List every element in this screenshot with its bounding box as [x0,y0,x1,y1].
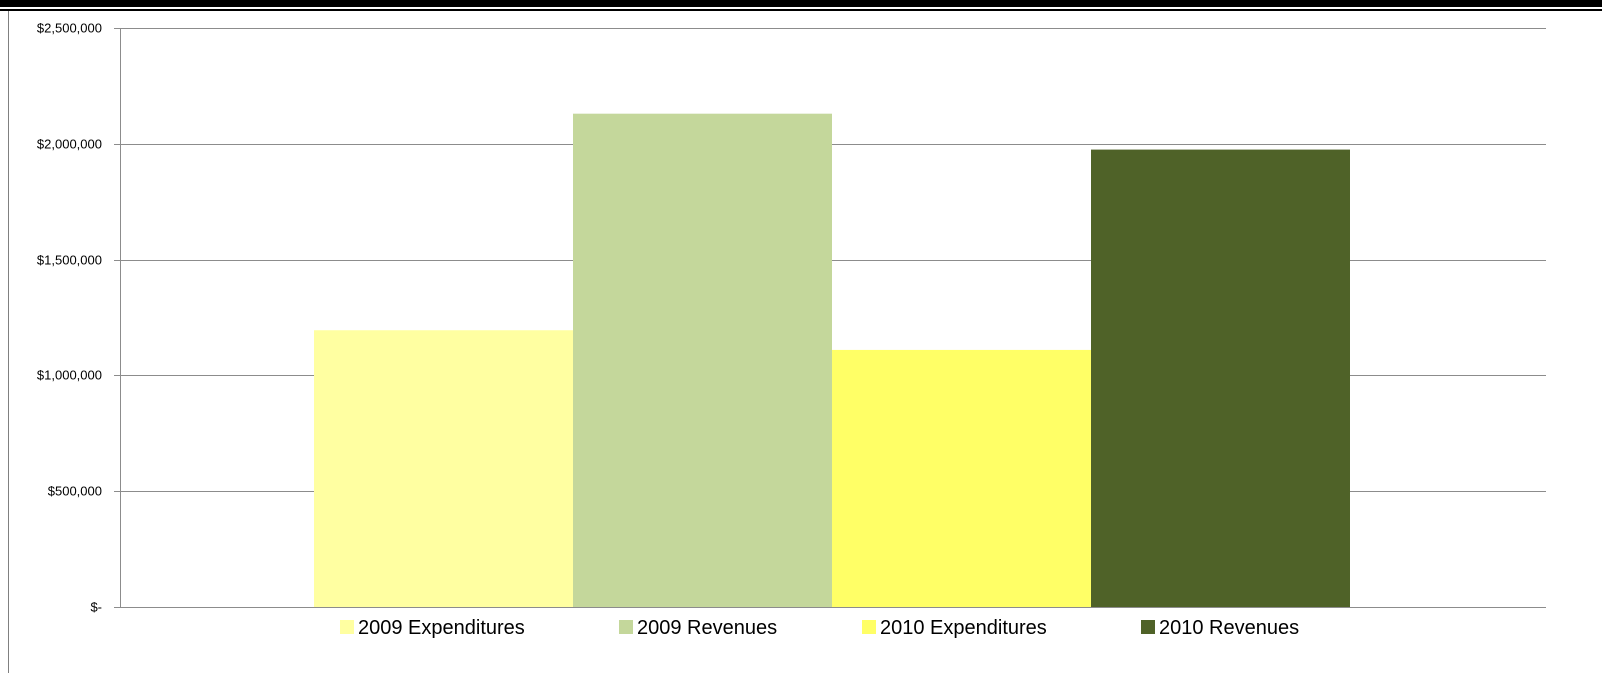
legend-label: 2010 Expenditures [880,617,1047,639]
legend-item-2009-revenues: 2009 Revenues [619,617,777,639]
legend-swatch [340,620,354,634]
bar-2009-revenues [573,113,832,607]
y-tick-label: $- [90,600,102,615]
y-tick-label: $2,500,000 [37,21,102,36]
legend-item-2009-expenditures: 2009 Expenditures [340,617,525,639]
y-tick-label: $1,500,000 [37,253,102,268]
bar-2010-expenditures [832,349,1091,607]
legend-swatch [1141,620,1155,634]
legend-swatch [619,620,633,634]
left-frame-line [8,11,9,673]
top-border-band [0,0,1602,7]
legend-label: 2009 Expenditures [358,617,525,639]
y-tick-label: $500,000 [48,484,102,499]
legend-label: 2010 Revenues [1159,617,1299,639]
bars [314,113,1350,607]
legend-item-2010-expenditures: 2010 Expenditures [862,617,1047,639]
y-tick-label: $1,000,000 [37,368,102,383]
bar-2010-revenues [1091,149,1350,607]
y-tick-label: $2,000,000 [37,137,102,152]
bar-2009-expenditures [314,330,573,607]
legend-label: 2009 Revenues [637,617,777,639]
legend-swatch [862,620,876,634]
legend: 2009 Expenditures 2009 Revenues 2010 Expen… [340,617,1299,639]
legend-item-2010-revenues: 2010 Revenues [1141,617,1299,639]
top-border-line [0,9,1602,11]
y-axis: $- $500,000 $1,000,000 $1,500,000 $2,000,000… [37,21,1546,615]
